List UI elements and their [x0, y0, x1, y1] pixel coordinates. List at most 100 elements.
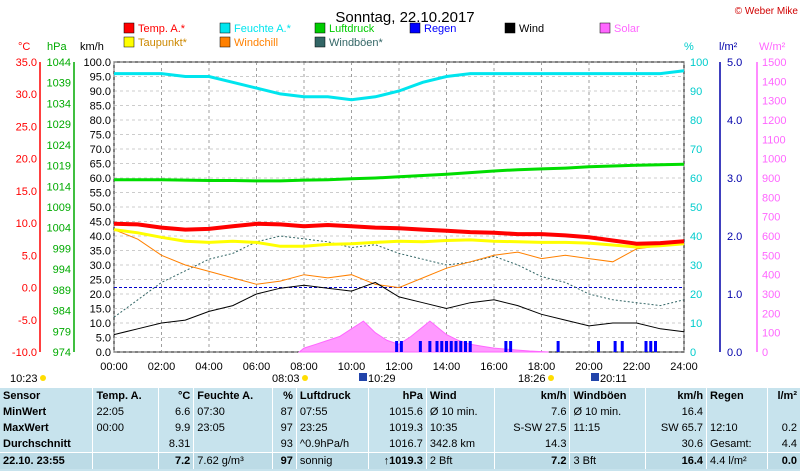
rain-bar [454, 341, 458, 352]
solar-tick-label: 800 [762, 192, 780, 204]
time-tick-label: 12:00 [385, 361, 413, 373]
cell: 07:30 [193, 404, 273, 420]
header-humidity: Feuchte A. [193, 388, 273, 404]
sun-moon-marks: 10:23 08:03 10:29 18:26 20:11 [10, 373, 627, 385]
temp-tick-label: 5.0 [22, 250, 37, 262]
rain-bar [435, 341, 439, 352]
pressure-tick-label: 989 [53, 285, 71, 297]
rain-bar [428, 341, 432, 352]
cell: MinWert [0, 404, 94, 420]
cell: 23:25 [296, 420, 370, 436]
cell: 4.4 [781, 438, 797, 450]
pressure-series [114, 162, 685, 183]
cell: 22.10. 23:55 [0, 452, 94, 469]
axes-group: 35.0 30.0 25.0 20.0 15.0 10.0 5.0 0.0 -5.0 -10.0 1… [12, 41, 787, 373]
cell: 87 [272, 404, 297, 420]
rain-tick-label: 1.0 [727, 289, 742, 301]
chart-title: Sonntag, 22.10.2017 [335, 9, 474, 26]
humidity-tick-label: 30 [690, 260, 702, 272]
cell [92, 452, 159, 469]
temp-tick-label: 35.0 [16, 57, 37, 69]
cell: 7.6 [494, 404, 571, 420]
table-header-row: Sensor Temp. A. °C Feuchte A. % Luftdruc… [0, 388, 800, 404]
cell: 9.9 [158, 420, 195, 436]
time-tick-label: 20:00 [575, 361, 603, 373]
rain-tick-label: 4.0 [727, 115, 742, 127]
cell: 93 [272, 436, 297, 453]
solar-tick-label: 0 [762, 347, 768, 359]
solar-tick-label: 1400 [762, 76, 786, 88]
table-row-min: MinWert 22:05 6.6 07:30 87 07:55 1015.6 … [0, 404, 800, 420]
time-tick-label: 08:00 [290, 361, 318, 373]
cell: 0.2 [781, 422, 797, 434]
temp-tick-label: 30.0 [16, 89, 37, 101]
wind-series [113, 281, 685, 336]
humidity-tick-label: 20 [690, 289, 702, 301]
cell: 3 Bft [569, 452, 646, 469]
wind-tick-label: 35.0 [90, 246, 111, 258]
pressure-tick-label: 1044 [47, 57, 71, 69]
header-rain-unit: l/m² [777, 390, 797, 402]
cell: 00:00 [92, 420, 159, 436]
sunrise-icon [302, 375, 308, 381]
solar-tick-label: 300 [762, 289, 780, 301]
wind-tick-label: 55.0 [90, 188, 111, 200]
temp-series [113, 221, 685, 246]
dewpoint-series [113, 228, 685, 249]
wind-tick-label: 80.0 [90, 115, 111, 127]
header-wind: Wind [426, 388, 496, 404]
time-tick-label: 16:00 [480, 361, 508, 373]
temp-tick-label: 0.0 [22, 283, 37, 295]
cell: 10:35 [426, 420, 496, 436]
cell [92, 436, 159, 453]
time-tick-label: 10:00 [338, 361, 366, 373]
cell: 6.6 [158, 404, 195, 420]
pressure-tick-label: 1004 [47, 223, 71, 235]
windchill-series [113, 229, 685, 289]
wind-tick-label: 5.0 [96, 333, 111, 345]
solar-tick-label: 100 [762, 328, 780, 340]
cell: 8.31 [158, 436, 195, 453]
header-gust-unit: km/h [645, 388, 708, 404]
cell [706, 404, 768, 420]
temp-tick-label: -5.0 [18, 315, 37, 327]
cell: 11:15 [569, 420, 646, 436]
cell: 0.0 [767, 452, 800, 469]
sunset-label: 18:26 [518, 373, 546, 385]
humidity-tick-label: 50 [690, 202, 702, 214]
wind-tick-label: 15.0 [90, 304, 111, 316]
pressure-tick-label: 994 [53, 264, 71, 276]
header-gust: Windböen [569, 388, 646, 404]
cell [569, 436, 646, 453]
wind-tick-label: 20.0 [90, 289, 111, 301]
legend-swatch [123, 22, 135, 34]
humidity-tick-label: 90 [690, 86, 702, 98]
wind-tick-label: 30.0 [90, 260, 111, 272]
header-sensor: Sensor [0, 388, 94, 404]
solar-tick-label: 1200 [762, 115, 786, 127]
rain-bar [620, 341, 624, 352]
moon-set-icon [40, 375, 46, 381]
legend-swatch [504, 22, 516, 34]
cell: ↑1019.3 [368, 452, 427, 469]
temp-axis-unit: °C [18, 41, 30, 53]
solar-tick-label: 400 [762, 270, 780, 282]
pressure-tick-label: 979 [53, 326, 71, 338]
wind-tick-label: 85.0 [90, 101, 111, 113]
legend-swatch [123, 36, 135, 48]
humidity-tick-label: 40 [690, 231, 702, 243]
rain-bar [654, 341, 657, 352]
rain-bar [649, 341, 653, 352]
rain-tick-label: 2.0 [727, 231, 742, 243]
moon-set-label: 10:23 [10, 373, 38, 385]
table-row-max: MaxWert 00:00 9.9 23:05 97 23:25 1019.3 … [0, 420, 800, 436]
humidity-tick-label: 10 [690, 318, 702, 330]
rain-axis-unit: l/m² [719, 41, 738, 53]
cell: Ø 10 min. [569, 404, 646, 420]
time-tick-label: 06:00 [243, 361, 271, 373]
moonrise-icon [359, 373, 367, 381]
temp-tick-label: 25.0 [16, 121, 37, 133]
legend-label: Wind [519, 23, 544, 35]
rain-bar [399, 341, 403, 352]
wind-axis-unit: km/h [80, 41, 104, 53]
